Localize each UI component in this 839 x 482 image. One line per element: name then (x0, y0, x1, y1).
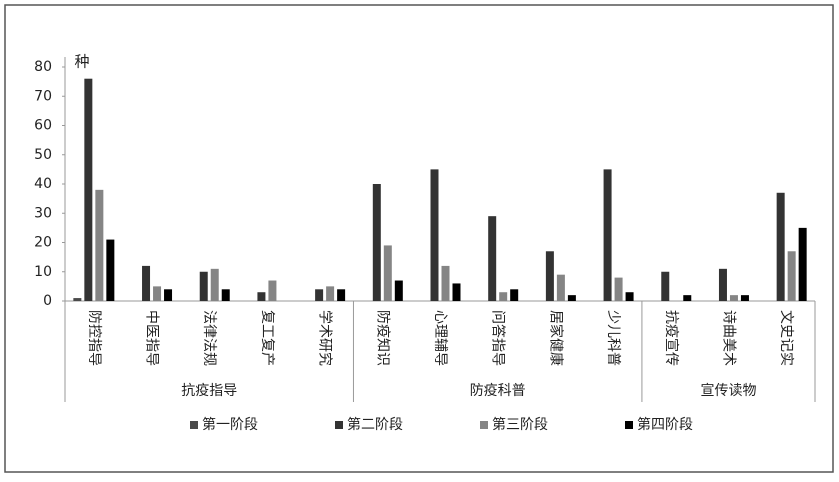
bar (683, 295, 692, 301)
y-tick-label: 80 (34, 59, 52, 75)
y-tick-label: 0 (43, 293, 52, 309)
bar (383, 245, 392, 301)
bar (798, 227, 807, 301)
y-tick-label: 10 (34, 264, 52, 280)
y-unit: 种 (74, 53, 89, 71)
bar (199, 271, 208, 301)
bar (614, 277, 623, 301)
bar (73, 298, 82, 301)
x-tick-label: 抗疫宣传 (663, 310, 679, 366)
bar (718, 268, 727, 301)
bar (452, 283, 461, 301)
x-tick-label: 中医指导 (144, 310, 160, 366)
bar (499, 292, 508, 301)
bar (740, 295, 749, 301)
legend-label: 第四阶段 (637, 416, 693, 433)
bar (326, 286, 335, 301)
bar (510, 289, 519, 301)
bar (315, 289, 324, 301)
bar (164, 289, 173, 301)
bar (729, 295, 738, 301)
bar (153, 286, 162, 301)
x-tick-label: 少儿科普 (605, 310, 621, 366)
bar (257, 292, 266, 301)
legend-label: 第一阶段 (202, 416, 258, 433)
bar (603, 169, 612, 301)
bar (661, 271, 670, 301)
x-tick-label: 防疫知识 (374, 310, 391, 366)
legend-label: 第二阶段 (347, 416, 403, 433)
x-tick-label: 复工复产 (259, 310, 276, 366)
legend-swatch (625, 421, 633, 429)
bar (441, 265, 450, 301)
y-tick-label: 70 (34, 88, 52, 104)
bar (372, 184, 381, 301)
bar (567, 295, 576, 301)
x-tick-label: 法律法规 (201, 310, 217, 366)
bar (337, 289, 346, 301)
x-tick-label: 诗曲美术 (720, 310, 736, 366)
bar (95, 189, 104, 301)
x-tick-label: 防控指导 (86, 310, 102, 366)
bar (556, 274, 565, 301)
x-tick-label: 文史记实 (778, 310, 794, 366)
bar (268, 280, 277, 301)
bar (210, 268, 219, 301)
bar (84, 78, 93, 301)
y-tick-label: 30 (34, 205, 52, 221)
y-tick-label: 60 (34, 118, 52, 134)
bar (430, 169, 439, 301)
legend-label: 第三阶段 (492, 416, 548, 433)
y-tick-label: 50 (34, 147, 52, 163)
y-tick-label: 20 (34, 235, 52, 251)
bar (545, 251, 554, 301)
bar (221, 289, 230, 301)
legend-swatch (190, 421, 198, 429)
group-label: 抗疫指导 (181, 383, 237, 399)
bar (488, 216, 497, 301)
bar (394, 280, 403, 301)
x-tick-label: 心理辅导 (432, 310, 448, 366)
bar (106, 239, 115, 301)
group-label: 防疫科普 (470, 383, 526, 399)
y-tick-label: 40 (34, 176, 52, 192)
bar (776, 192, 785, 301)
bar (787, 251, 796, 301)
x-tick-label: 学术研究 (317, 310, 333, 366)
legend-swatch (480, 421, 488, 429)
bar (142, 265, 151, 301)
x-tick-label: 问答指导 (490, 310, 507, 366)
frame (4, 4, 834, 473)
bar (625, 292, 634, 301)
legend-swatch (335, 421, 343, 429)
x-tick-label: 居家健康 (547, 310, 564, 366)
group-label: 宣传读物 (700, 382, 756, 399)
